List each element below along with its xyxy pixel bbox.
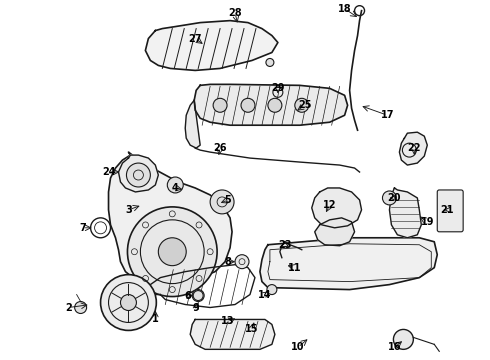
Text: 24: 24 xyxy=(102,167,115,177)
Circle shape xyxy=(268,98,282,112)
Polygon shape xyxy=(108,152,232,285)
Text: 14: 14 xyxy=(258,289,271,300)
Polygon shape xyxy=(185,100,200,148)
Polygon shape xyxy=(312,188,362,228)
Text: 7: 7 xyxy=(79,223,86,233)
Text: 5: 5 xyxy=(225,195,231,205)
Text: 15: 15 xyxy=(245,324,259,334)
Text: 6: 6 xyxy=(185,291,192,301)
Text: 8: 8 xyxy=(224,257,231,267)
Text: 1: 1 xyxy=(152,314,159,324)
Polygon shape xyxy=(390,188,421,238)
Circle shape xyxy=(126,163,150,187)
Text: 26: 26 xyxy=(213,143,227,153)
Text: 23: 23 xyxy=(278,240,292,250)
Circle shape xyxy=(393,329,414,349)
Text: 3: 3 xyxy=(125,205,132,215)
Text: 21: 21 xyxy=(441,205,454,215)
Text: 22: 22 xyxy=(408,143,421,153)
Circle shape xyxy=(267,285,277,294)
Polygon shape xyxy=(260,238,437,289)
Text: 29: 29 xyxy=(271,84,285,93)
Circle shape xyxy=(210,190,234,214)
Circle shape xyxy=(158,238,186,266)
Text: 28: 28 xyxy=(228,8,242,18)
Circle shape xyxy=(193,291,203,301)
Text: 27: 27 xyxy=(189,33,202,44)
Circle shape xyxy=(383,191,396,205)
Text: 25: 25 xyxy=(298,100,312,110)
Circle shape xyxy=(121,294,136,310)
Circle shape xyxy=(241,98,255,112)
Circle shape xyxy=(213,98,227,112)
Text: 12: 12 xyxy=(323,200,337,210)
Text: 4: 4 xyxy=(172,183,179,193)
Text: 18: 18 xyxy=(338,4,351,14)
FancyBboxPatch shape xyxy=(437,190,463,232)
Text: 16: 16 xyxy=(388,342,401,352)
Circle shape xyxy=(192,289,204,302)
Text: 2: 2 xyxy=(65,302,72,312)
Text: 17: 17 xyxy=(381,110,394,120)
Text: 19: 19 xyxy=(420,217,434,227)
Circle shape xyxy=(167,177,183,193)
Polygon shape xyxy=(146,21,278,71)
Circle shape xyxy=(235,255,249,269)
Circle shape xyxy=(74,302,87,314)
Text: 11: 11 xyxy=(288,263,301,273)
Text: 13: 13 xyxy=(221,316,235,327)
Circle shape xyxy=(295,98,309,112)
Polygon shape xyxy=(315,218,355,246)
Circle shape xyxy=(266,58,274,67)
Polygon shape xyxy=(194,84,347,125)
Polygon shape xyxy=(119,155,158,192)
Text: 10: 10 xyxy=(291,342,305,352)
Circle shape xyxy=(127,207,217,297)
Text: 20: 20 xyxy=(388,193,401,203)
Polygon shape xyxy=(399,132,427,165)
Circle shape xyxy=(100,275,156,330)
Text: 9: 9 xyxy=(193,302,199,312)
Polygon shape xyxy=(190,319,275,349)
